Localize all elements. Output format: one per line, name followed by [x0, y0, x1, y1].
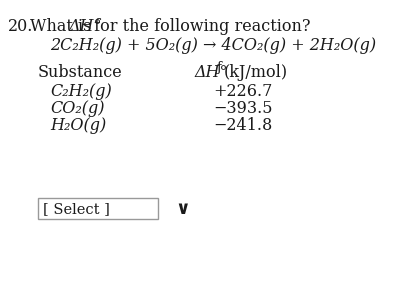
Text: 20.: 20.	[8, 18, 33, 35]
Text: C₂H₂(g): C₂H₂(g)	[50, 83, 112, 100]
Text: −393.5: −393.5	[213, 100, 273, 117]
Text: (kJ/mol): (kJ/mol)	[224, 64, 288, 81]
Text: 2C₂H₂(g) + 5O₂(g) → 4CO₂(g) + 2H₂O(g): 2C₂H₂(g) + 5O₂(g) → 4CO₂(g) + 2H₂O(g)	[50, 37, 376, 54]
Text: +226.7: +226.7	[213, 83, 273, 100]
FancyBboxPatch shape	[38, 198, 158, 219]
Text: ΔH°: ΔH°	[195, 64, 228, 81]
Text: H₂O(g): H₂O(g)	[50, 117, 106, 134]
Text: Substance: Substance	[38, 64, 123, 81]
Text: What is: What is	[30, 18, 97, 35]
Text: CO₂(g): CO₂(g)	[50, 100, 104, 117]
Text: −241.8: −241.8	[213, 117, 272, 134]
Text: ΔH°: ΔH°	[69, 18, 102, 35]
Text: ∨: ∨	[176, 200, 190, 217]
Text: ƒ: ƒ	[216, 61, 221, 74]
Text: for the following reaction?: for the following reaction?	[89, 18, 311, 35]
Text: [ Select ]: [ Select ]	[43, 202, 110, 216]
